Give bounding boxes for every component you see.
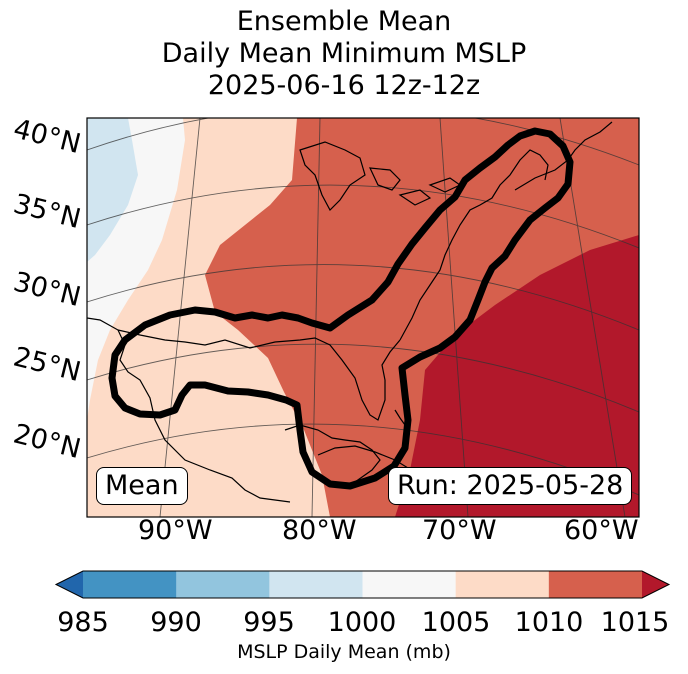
colorbar [54,570,671,599]
colorbar-cell-990_995 [176,571,270,598]
parallel-30 [87,264,639,331]
colorbar-tick-1005: 1005 [421,607,491,638]
lon-label-80w: 80°W [282,515,357,546]
colorbar-tick-990: 990 [150,607,202,638]
run-badge: Run: 2025-05-28 [388,467,633,505]
coastlines [87,121,613,503]
colorbar-cell-1000_1005 [362,571,457,598]
coastline-yucatan [284,424,381,483]
lon-label-60w: 60°W [564,515,639,546]
title-line-2: Daily Mean Minimum MSLP [161,38,527,69]
parallel-25 [87,343,639,413]
meridian-90 [159,118,201,517]
colorbar-tick-985: 985 [57,607,109,638]
coastline-nova-scotia [514,121,613,191]
colorbar-cell-1005_1010 [455,571,550,598]
pressure-field [87,118,639,517]
field-above-1015 [395,235,639,517]
field-995-1000 [87,118,138,262]
lon-label-90w: 90°W [138,515,213,546]
lon-label-70w: 70°W [422,515,497,546]
parallel-35 [87,184,639,249]
colorbar-tick-1015: 1015 [600,607,670,638]
mean-badge: Mean [96,467,188,505]
colorbar-extend-low [56,571,83,598]
colorbar-cell-1010_1015 [548,571,643,598]
title-line-1: Ensemble Mean [236,6,452,37]
colorbar-cell-995_1000 [269,571,363,598]
map-frame [86,117,640,518]
tc-probability-contour [108,127,574,490]
great-lakes [299,141,462,211]
colorbar-tick-1000: 1000 [327,607,397,638]
colorbar-tick-1010: 1010 [514,607,584,638]
parallel-40 [87,118,639,166]
colorbar-cell-985_990 [83,571,177,598]
coastline-atlantic [399,149,549,341]
colorbar-outline [54,570,671,599]
colorbar-extend-high [642,571,669,598]
colorbar-tick-995: 995 [243,607,295,638]
parallel-20 [87,423,639,496]
coastline-gulf-north [117,329,401,421]
colorbar-label: MSLP Daily Mean (mb) [237,641,451,663]
title-line-3: 2025-06-16 12z-12z [207,70,481,101]
coastline-gulf [87,317,291,503]
meridian-70 [439,118,469,517]
coastline-bahamas [394,409,406,426]
